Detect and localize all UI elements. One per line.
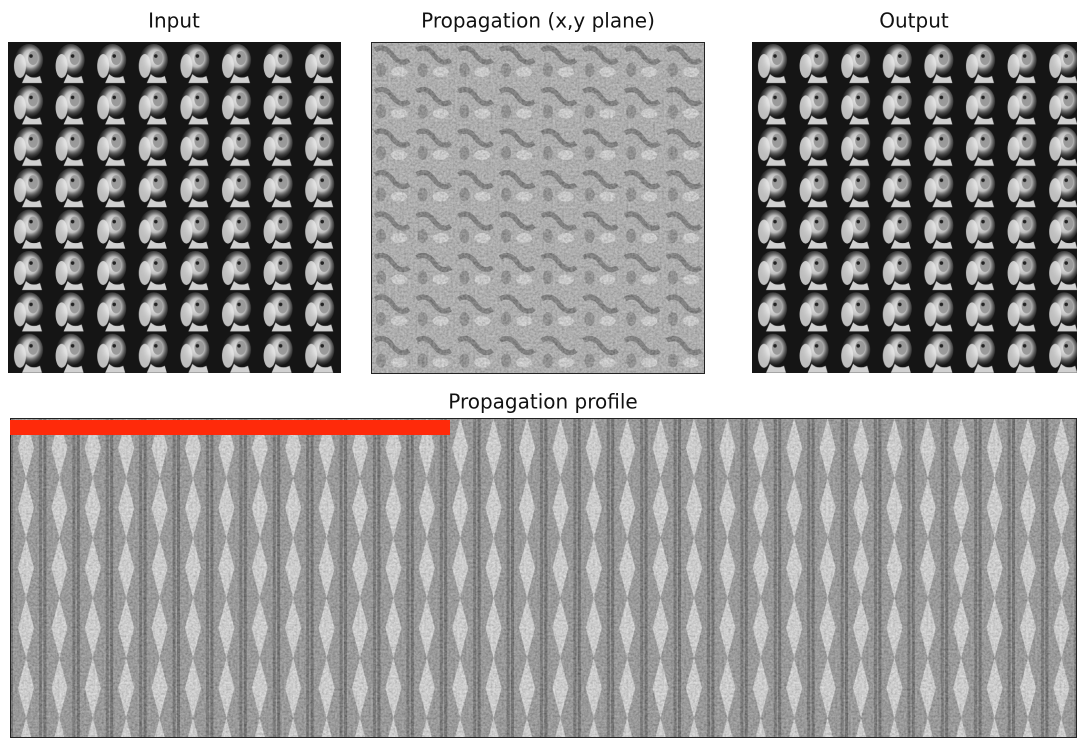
output-image (752, 42, 1077, 373)
profile-title: Propagation profile (448, 390, 637, 414)
progress-bar (10, 420, 450, 435)
propagation-image (371, 42, 705, 374)
page: {"panels": [{"title": "Input"}, {"title"… (0, 0, 1077, 738)
panel-title: Output (879, 9, 949, 33)
figure: Input Propagation (x,y plane) Output Pro… (0, 0, 1077, 738)
profile-image (10, 418, 1077, 738)
input-image (8, 42, 341, 373)
panel-title: Propagation (x,y plane) (421, 9, 655, 33)
panel-title: Input (148, 9, 200, 33)
